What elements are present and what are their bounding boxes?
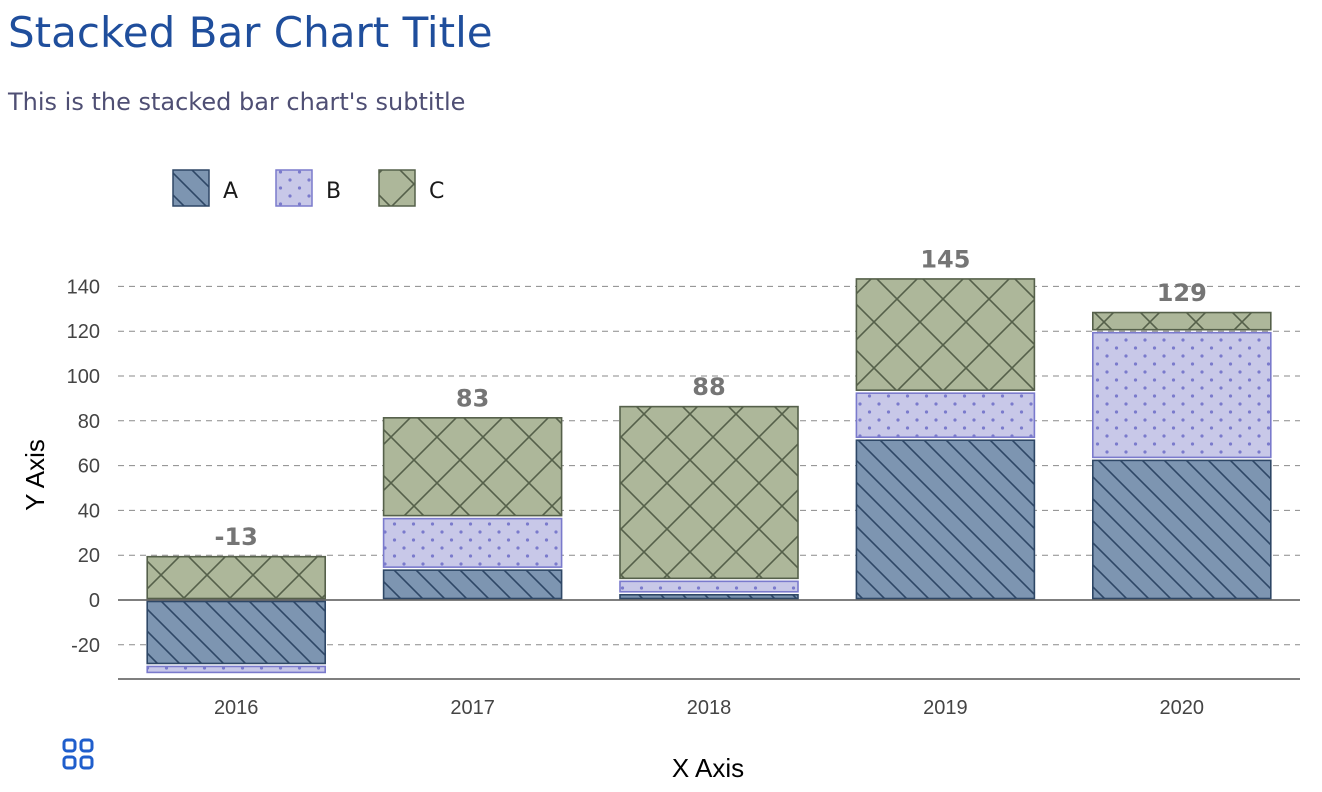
bar-group-2017: [382, 417, 563, 600]
bar-a-2019[interactable]: [855, 439, 1036, 600]
legend-item-b[interactable]: B: [275, 169, 341, 207]
legend-label-a: A: [223, 179, 238, 204]
legend-item-a[interactable]: A: [172, 169, 238, 207]
axes: 2016 2017 2018 2019 2020 X Axis Y Axis: [20, 439, 1300, 783]
y-tick-label: 40: [78, 500, 100, 522]
bar-a-2018[interactable]: [619, 593, 799, 600]
bar-a-2016[interactable]: [146, 600, 326, 665]
bar-group-2018: [619, 405, 799, 600]
y-tick-label: 100: [67, 366, 100, 388]
bar-a-2020[interactable]: [1092, 459, 1272, 600]
x-tick-label-2019: 2019: [923, 697, 968, 719]
legend: A B C: [172, 169, 444, 207]
total-label-2016: -13: [215, 523, 258, 551]
bars: [146, 278, 1272, 674]
x-tick-label-2020: 2020: [1160, 697, 1205, 719]
bar-c-2017[interactable]: [382, 417, 563, 517]
total-label-2017: 83: [456, 384, 489, 412]
legend-swatch-a: [172, 169, 210, 207]
legend-item-c[interactable]: C: [378, 169, 444, 207]
bar-group-2020: [1092, 311, 1272, 600]
bar-a-2017[interactable]: [382, 569, 563, 600]
y-tick-label: -20: [71, 635, 100, 657]
legend-label-b: B: [326, 179, 341, 204]
y-tick-label: 80: [78, 411, 100, 433]
total-label-2018: 88: [692, 373, 725, 401]
chart-subtitle: This is the stacked bar chart's subtitle: [8, 88, 466, 116]
chart-title: Stacked Bar Chart Title: [8, 8, 493, 57]
total-label-2019: 145: [920, 245, 970, 273]
bar-c-2016[interactable]: [146, 555, 326, 600]
legend-swatch-c: [378, 169, 416, 207]
y-tick-label: 60: [78, 456, 100, 478]
grid-icon-glyph: [62, 738, 94, 770]
total-label-2020: 129: [1157, 279, 1207, 307]
bar-c-2020[interactable]: [1092, 311, 1272, 331]
x-tick-label-2017: 2017: [450, 697, 495, 719]
bar-c-2018[interactable]: [619, 405, 799, 580]
bar-b-2017[interactable]: [382, 517, 563, 568]
bar-b-2020[interactable]: [1092, 331, 1272, 459]
bar-group-2016: [146, 555, 326, 674]
x-axis-title: X Axis: [672, 753, 744, 783]
total-labels: -13 83 88 145 129: [215, 245, 1207, 551]
grid-icon[interactable]: [62, 738, 94, 770]
legend-label-c: C: [429, 179, 444, 204]
y-tick-label: 20: [78, 545, 100, 567]
y-tick-label: 140: [67, 276, 100, 298]
bar-b-2019[interactable]: [855, 392, 1036, 439]
y-tick-label: 0: [89, 590, 100, 612]
x-tick-label-2018: 2018: [687, 697, 732, 719]
bar-b-2018[interactable]: [619, 580, 799, 593]
bar-c-2019[interactable]: [855, 278, 1036, 391]
y-axis-title: Y Axis: [20, 439, 50, 511]
bar-b-2016[interactable]: [146, 665, 326, 674]
x-tick-label-2016: 2016: [214, 697, 259, 719]
y-tick-label: 120: [67, 321, 100, 343]
legend-swatch-b: [275, 169, 313, 207]
bar-group-2019: [855, 278, 1036, 600]
